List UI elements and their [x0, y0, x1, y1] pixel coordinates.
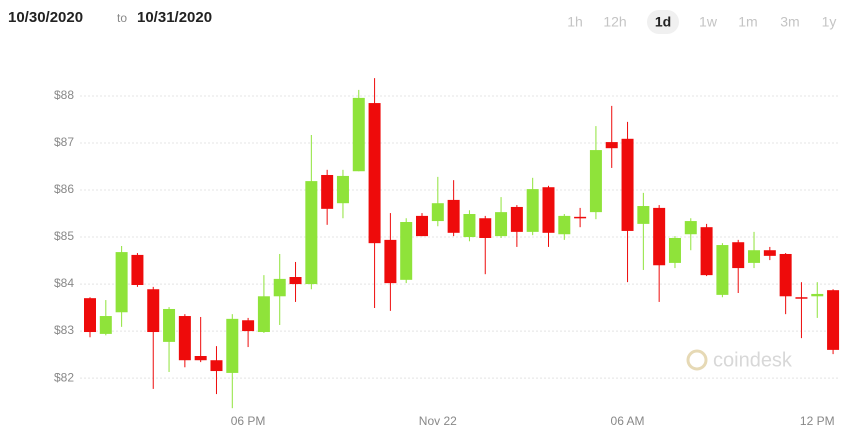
candle-body: [242, 320, 255, 332]
candle-body: [732, 242, 745, 269]
candle-body: [811, 293, 824, 297]
y-tick-label: $88: [54, 88, 74, 102]
candle-body: [400, 222, 413, 280]
candle-body: [542, 187, 555, 233]
range-button[interactable]: 1w: [699, 14, 718, 30]
candle-body: [605, 142, 618, 149]
candle-body: [748, 250, 761, 263]
candle-body: [305, 181, 318, 285]
candle-body: [115, 252, 128, 313]
candle-body: [763, 250, 776, 256]
candle-body: [84, 298, 96, 333]
candle-body: [131, 254, 144, 286]
watermark-logo: [686, 349, 708, 371]
candle-body: [827, 290, 840, 350]
candle-body: [589, 150, 602, 213]
candle-body: [668, 237, 681, 263]
watermark-text: coindesk: [713, 349, 793, 371]
candle-body: [621, 138, 634, 231]
x-tick-label: 06 AM: [611, 414, 645, 428]
candle-body: [463, 214, 476, 238]
y-tick-label: $82: [54, 370, 74, 384]
y-tick-label: $85: [54, 229, 74, 243]
range-button[interactable]: 3m: [780, 14, 799, 30]
candle-body: [684, 221, 697, 235]
candle-body: [352, 97, 365, 172]
range-button[interactable]: 1h: [567, 14, 583, 30]
date-separator: to: [117, 11, 127, 25]
candle-body: [289, 277, 302, 285]
candle-body: [447, 199, 460, 233]
y-tick-label: $87: [54, 135, 74, 149]
candle-body: [321, 174, 334, 209]
x-tick-label: Nov 22: [419, 414, 457, 428]
y-tick-label: $84: [54, 276, 74, 290]
candle-body: [210, 360, 223, 372]
candle-body: [384, 239, 397, 284]
candle-body: [510, 206, 523, 232]
candle-body: [637, 206, 650, 224]
candle-body: [273, 278, 286, 297]
candle-body: [147, 289, 160, 333]
candle-body: [99, 316, 112, 334]
range-button[interactable]: 1y: [822, 14, 837, 30]
candle-body: [795, 297, 808, 299]
y-tick-label: $83: [54, 323, 74, 337]
candle-body: [526, 189, 539, 232]
watermark: coindesk: [686, 349, 793, 371]
date-to: 10/31/2020: [137, 9, 212, 26]
range-button[interactable]: 1m: [738, 14, 757, 30]
candle-body: [700, 227, 713, 276]
candle-body: [226, 318, 239, 373]
date-from: 10/30/2020: [8, 9, 83, 26]
candle-body: [178, 316, 191, 361]
candle-body: [558, 215, 571, 235]
candle-body: [163, 308, 176, 342]
y-tick-label: $86: [54, 182, 74, 196]
candle-body: [653, 207, 666, 266]
candle-body: [479, 218, 492, 238]
candle-body: [368, 103, 381, 244]
x-tick-label: 12 PM: [800, 414, 835, 428]
candle-body: [194, 355, 207, 361]
candle-body: [716, 245, 729, 295]
candle-body: [431, 203, 444, 222]
range-button-bg: [647, 10, 679, 34]
range-button[interactable]: 12h: [603, 14, 626, 30]
x-tick-label: 06 PM: [231, 414, 266, 428]
range-button[interactable]: 1d: [655, 14, 671, 30]
candle-body: [336, 175, 349, 204]
candle-body: [495, 212, 508, 237]
candle-body: [257, 296, 270, 333]
candle-body: [779, 253, 792, 297]
candle-body: [416, 215, 429, 237]
candle-body: [574, 216, 587, 219]
